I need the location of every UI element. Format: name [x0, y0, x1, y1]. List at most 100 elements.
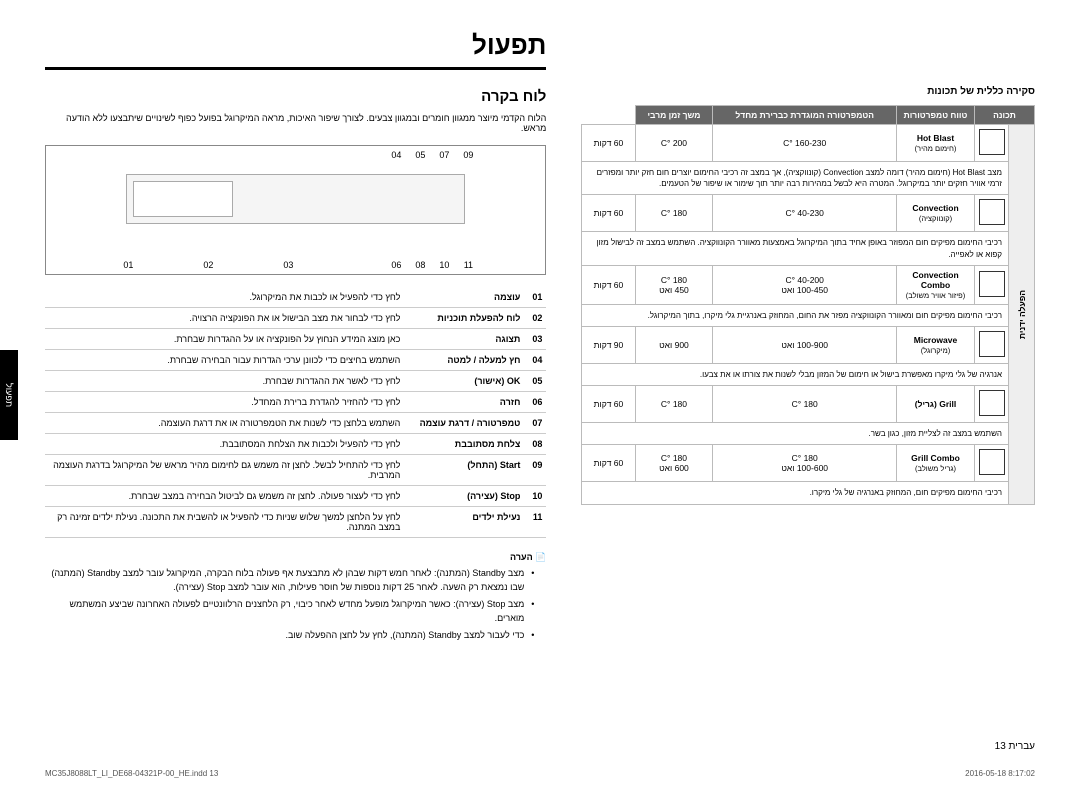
mode-range: 180 °C100-600 ואט [713, 445, 897, 482]
modes-th-feature: תכונה [975, 106, 1035, 125]
desc-num: 01 [524, 287, 546, 308]
note-item: מצב Standby (המתנה): לאחר חמש דקות שבהן … [45, 567, 534, 594]
callout-08: 08 [413, 260, 427, 270]
mode-time: 60 דקות [582, 265, 635, 304]
desc-label: תצוגה [404, 329, 524, 350]
section-title: לוח בקרה [45, 88, 546, 105]
mode-default: 180 °C [635, 195, 713, 232]
callout-04: 04 [389, 150, 403, 160]
desc-text: לחץ כדי לאשר את ההגדרות שבחרת. [45, 371, 404, 392]
page-number: עברית 13 [995, 741, 1035, 752]
callout-02: 02 [201, 260, 215, 270]
desc-row-08: 08 צלחת מסתובבת לחץ כדי להפעיל ולכבות את… [45, 434, 546, 455]
desc-text: לחץ כדי לבחור את מצב הבישול או את הפונקצ… [45, 308, 404, 329]
note-heading: הערה [510, 552, 533, 562]
mode-range: 40-200 °C100-450 ואט [713, 265, 897, 304]
desc-num: 04 [524, 350, 546, 371]
desc-num: 10 [524, 486, 546, 507]
callout-05: 05 [413, 150, 427, 160]
desc-label: Stop (עצירה) [404, 486, 524, 507]
page-title: תפעול [45, 30, 546, 70]
desc-num: 05 [524, 371, 546, 392]
mode-icon [975, 386, 1009, 423]
control-panel-figure: 09070504 11100806030201 [45, 145, 546, 275]
desc-label: OK (אישור) [404, 371, 524, 392]
mode-default: 180 °C600 ואט [635, 445, 713, 482]
desc-label: צלחת מסתובבת [404, 434, 524, 455]
desc-label: חץ למעלה / למטה [404, 350, 524, 371]
desc-text: השתמש בחיצים כדי לכוונן ערכי הגדרות עבור… [45, 350, 404, 371]
mode-name: Convection(קונווקציה) [897, 195, 975, 232]
mode-icon [975, 326, 1009, 363]
desc-text: לחץ כדי לעצור פעולה. לחצן זה משמש גם לבי… [45, 486, 404, 507]
mode-description: אנרגיה של גלי מיקרו מאפשרת בישול או חימו… [582, 363, 1009, 385]
footer-file: MC35J8088LT_LI_DE68-04321P-00_HE.indd 13 [45, 769, 218, 778]
mode-name: Grill (גריל) [897, 386, 975, 423]
mode-description: רכיבי החימום מפיקים חום המפוזר באופן אחי… [582, 232, 1009, 265]
mode-row-1: Convection(קונווקציה) 40-230 °C 180 °C 6… [582, 195, 1035, 232]
mode-range: 180 °C [713, 386, 897, 423]
mode-row-3: Microwave(מיקרוגל) 100-900 ואט 900 ואט 9… [582, 326, 1035, 363]
desc-label: טמפרטורה / דרגת עוצמה [404, 413, 524, 434]
callout-11: 11 [461, 260, 475, 270]
desc-text: כאן מוצג המידע הנחוץ על הפונקציה או על ה… [45, 329, 404, 350]
desc-text: לחץ כדי להפעיל או לכבות את המיקרוגל. [45, 287, 404, 308]
mode-desc-1: רכיבי החימום מפיקים חום המפוזר באופן אחי… [582, 232, 1035, 265]
mode-time: 60 דקות [582, 445, 635, 482]
desc-num: 02 [524, 308, 546, 329]
intro-text: הלוח הקדמי מיוצר ממגוון חומרים ובמגוון צ… [45, 113, 546, 133]
mode-row-5: Grill Combo(גריל משולב) 180 °C100-600 וא… [582, 445, 1035, 482]
callout-03: 03 [281, 260, 295, 270]
desc-text: לחץ כדי להחזיר להגדרת ברירת המחדל. [45, 392, 404, 413]
desc-text: לחץ על הלחצן למשך שלוש שניות כדי להפעיל … [45, 507, 404, 538]
footer-date: 2016-05-18 8:17:02 [965, 769, 1035, 778]
desc-num: 09 [524, 455, 546, 486]
print-footer: MC35J8088LT_LI_DE68-04321P-00_HE.indd 13… [45, 769, 1035, 778]
mode-desc-4: השתמש במצב זה לצליית מזון, כגון בשר. [582, 423, 1035, 445]
panel-body [126, 174, 465, 224]
mode-name: Convection Combo(פיזור אוויר משולב) [897, 265, 975, 304]
callout-06: 06 [389, 260, 403, 270]
desc-row-04: 04 חץ למעלה / למטה השתמש בחיצים כדי לכוו… [45, 350, 546, 371]
callout-09: 09 [461, 150, 475, 160]
controls-description-table: 01 עוצמה לחץ כדי להפעיל או לכבות את המיק… [45, 287, 546, 538]
mode-range: 100-900 ואט [713, 326, 897, 363]
desc-text: לחץ כדי להפעיל ולכבות את הצלחת המסתובבת. [45, 434, 404, 455]
modes-th-range: טווח טמפרטורות [897, 106, 975, 125]
desc-row-02: 02 לוח להפעלת תוכניות לחץ כדי לבחור את מ… [45, 308, 546, 329]
modes-category: הפעלה ידנית [1009, 125, 1035, 505]
mode-range: 40-230 °C [713, 195, 897, 232]
sidebar-tab: תפעול [0, 350, 18, 440]
desc-num: 07 [524, 413, 546, 434]
desc-text: לחץ כדי להתחיל לבשל. לחצן זה משמש גם לחי… [45, 455, 404, 486]
desc-label: לוח להפעלת תוכניות [404, 308, 524, 329]
mode-row-2: Convection Combo(פיזור אוויר משולב) 40-2… [582, 265, 1035, 304]
desc-row-03: 03 תצוגה כאן מוצג המידע הנחוץ על הפונקצי… [45, 329, 546, 350]
mode-range: 160-230 °C [713, 125, 897, 162]
note-block: 📄 הערה מצב Standby (המתנה): לאחר חמש דקו… [45, 552, 546, 643]
mode-name: Hot Blast(חימום מהיר) [897, 125, 975, 162]
desc-num: 03 [524, 329, 546, 350]
mode-time: 90 דקות [582, 326, 635, 363]
note-item: מצב Stop (עצירה): כאשר המיקרוגל מופעל מח… [45, 598, 534, 625]
mode-description: השתמש במצב זה לצליית מזון, כגון בשר. [582, 423, 1009, 445]
desc-num: 11 [524, 507, 546, 538]
mode-description: רכיבי החימום מפיקים חום, המחוזק באנרגיה … [582, 482, 1009, 504]
mode-icon [975, 445, 1009, 482]
mode-desc-3: אנרגיה של גלי מיקרו מאפשרת בישול או חימו… [582, 363, 1035, 385]
overview-title: סקירה כללית של תכונות [581, 86, 1035, 97]
mode-time: 60 דקות [582, 386, 635, 423]
mode-default: 200 °C [635, 125, 713, 162]
desc-label: נעילת ילדים [404, 507, 524, 538]
desc-row-09: 09 Start (התחל) לחץ כדי להתחיל לבשל. לחצ… [45, 455, 546, 486]
mode-desc-5: רכיבי החימום מפיקים חום, המחוזק באנרגיה … [582, 482, 1035, 504]
note-item: כדי לעבור למצב Standby (המתנה), לחץ על ל… [45, 629, 534, 643]
desc-row-07: 07 טמפרטורה / דרגת עוצמה השתמש בלחצן כדי… [45, 413, 546, 434]
desc-row-06: 06 חזרה לחץ כדי להחזיר להגדרת ברירת המחד… [45, 392, 546, 413]
desc-label: חזרה [404, 392, 524, 413]
mode-description: רכיבי החימום מפיקים חום ומאוורר הקונווקצ… [582, 304, 1009, 326]
desc-label: Start (התחל) [404, 455, 524, 486]
callout-10: 10 [437, 260, 451, 270]
desc-text: השתמש בלחצן כדי לשנות את הטמפרטורה או את… [45, 413, 404, 434]
mode-name: Microwave(מיקרוגל) [897, 326, 975, 363]
